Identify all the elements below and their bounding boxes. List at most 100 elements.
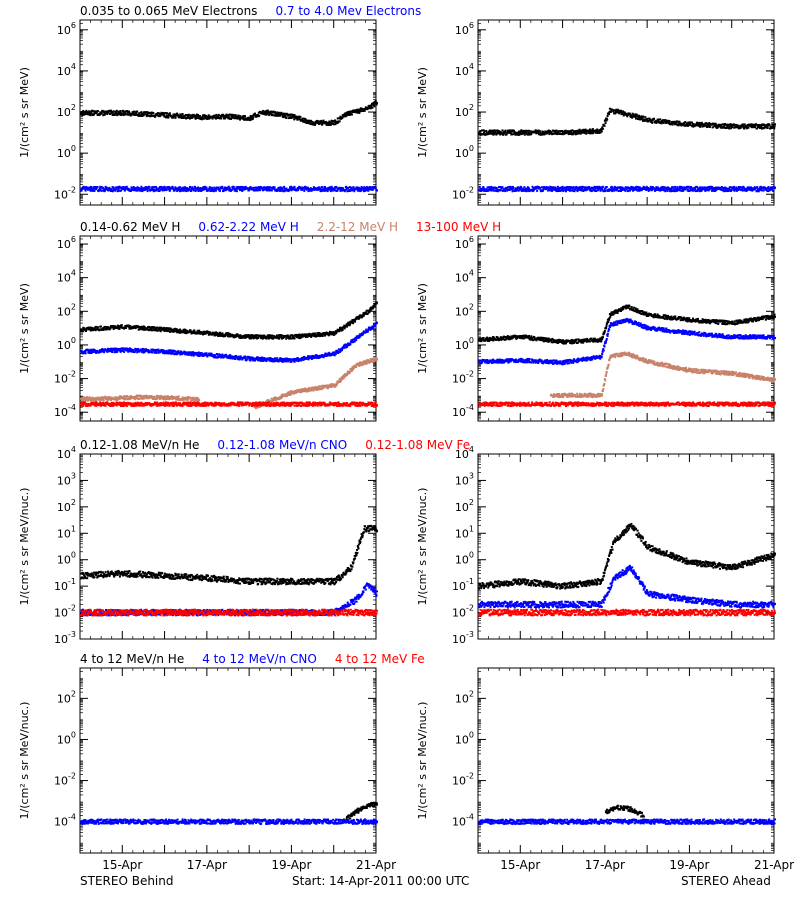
data-point: [517, 133, 520, 136]
data-point: [573, 130, 576, 133]
data-point: [231, 113, 234, 116]
data-point: [585, 132, 588, 135]
data-point: [358, 108, 361, 111]
series-0-7-to-4-0-mev-electrons: [80, 185, 378, 193]
data-point: [513, 129, 515, 132]
data-point: [341, 116, 344, 119]
data-point: [241, 186, 244, 188]
data-point: [187, 113, 190, 116]
data-point: [322, 119, 325, 122]
data-point: [208, 188, 211, 191]
data-point: [156, 113, 159, 116]
data-point: [235, 187, 238, 190]
data-point: [228, 189, 231, 192]
data-point: [188, 117, 191, 120]
data-point: [292, 334, 295, 337]
data-point: [122, 186, 125, 188]
y-tick-base: 10: [455, 147, 469, 160]
data-point: [235, 115, 238, 118]
data-point: [161, 189, 164, 192]
data-point: [336, 117, 339, 120]
data-point: [84, 189, 87, 192]
data-point: [674, 185, 677, 188]
data-point: [254, 114, 257, 117]
data-point: [211, 187, 214, 190]
data-point: [361, 108, 363, 111]
y-tick-label: 102: [455, 103, 474, 119]
data-point: [303, 121, 306, 124]
data-point: [247, 116, 250, 119]
data-point: [523, 133, 526, 136]
data-point: [189, 186, 192, 189]
y-tick-label: 104: [57, 269, 76, 285]
y-tick-exp: 6: [71, 21, 76, 30]
data-point: [728, 127, 731, 130]
data-point: [158, 187, 161, 190]
data-point: [505, 133, 508, 136]
data-point: [292, 115, 295, 118]
data-point: [273, 186, 276, 189]
data-point: [483, 131, 485, 134]
plot-frame: [477, 19, 775, 206]
data-point: [580, 131, 583, 134]
data-point: [296, 118, 299, 121]
data-point: [339, 187, 341, 190]
data-point: [282, 114, 285, 117]
data-point: [376, 102, 378, 104]
data-point: [591, 132, 594, 135]
data-point: [662, 121, 665, 124]
data-point: [251, 115, 254, 118]
data-point: [258, 187, 261, 190]
data-point: [325, 120, 328, 123]
data-point: [584, 132, 587, 135]
data-point: [363, 190, 366, 192]
data-point: [135, 187, 138, 190]
data-point: [566, 130, 569, 133]
data-point: [293, 337, 296, 340]
data-point: [332, 123, 335, 126]
data-point: [277, 188, 280, 191]
data-point: [100, 112, 103, 115]
data-point: [519, 132, 522, 135]
data-point: [548, 131, 551, 133]
data-point: [541, 133, 544, 136]
data-point: [249, 119, 251, 122]
data-point: [264, 113, 266, 116]
data-point: [591, 130, 594, 132]
data-point: [482, 133, 485, 136]
data-point: [85, 113, 87, 116]
y-tick-base: 10: [455, 106, 469, 119]
data-point: [235, 186, 238, 189]
data-point: [481, 129, 484, 132]
data-point: [583, 130, 586, 132]
data-point: [263, 111, 266, 114]
data-point: [269, 186, 271, 189]
data-point: [83, 186, 86, 189]
data-point: [242, 116, 244, 119]
data-point: [224, 117, 226, 120]
data-point: [644, 116, 647, 119]
data-point: [516, 131, 519, 134]
data-point: [278, 189, 281, 192]
data-point: [372, 102, 375, 105]
data-point: [165, 114, 168, 117]
data-point: [84, 188, 87, 191]
data-point: [120, 189, 122, 192]
data-point: [349, 112, 352, 115]
data-point: [237, 117, 239, 120]
y-axis-title: 1/(cm² s sr MeV): [416, 67, 429, 158]
data-point: [133, 110, 136, 113]
data-point: [255, 186, 258, 189]
data-point: [552, 132, 555, 135]
data-point: [259, 189, 261, 192]
y-tick-label: 10-4: [54, 403, 76, 419]
data-point: [267, 189, 270, 192]
data-point: [367, 188, 370, 191]
data-point: [228, 186, 231, 189]
data-point: [598, 130, 601, 133]
data-point: [168, 112, 171, 115]
data-point: [512, 133, 515, 136]
data-point: [210, 186, 213, 189]
data-point: [178, 115, 181, 118]
